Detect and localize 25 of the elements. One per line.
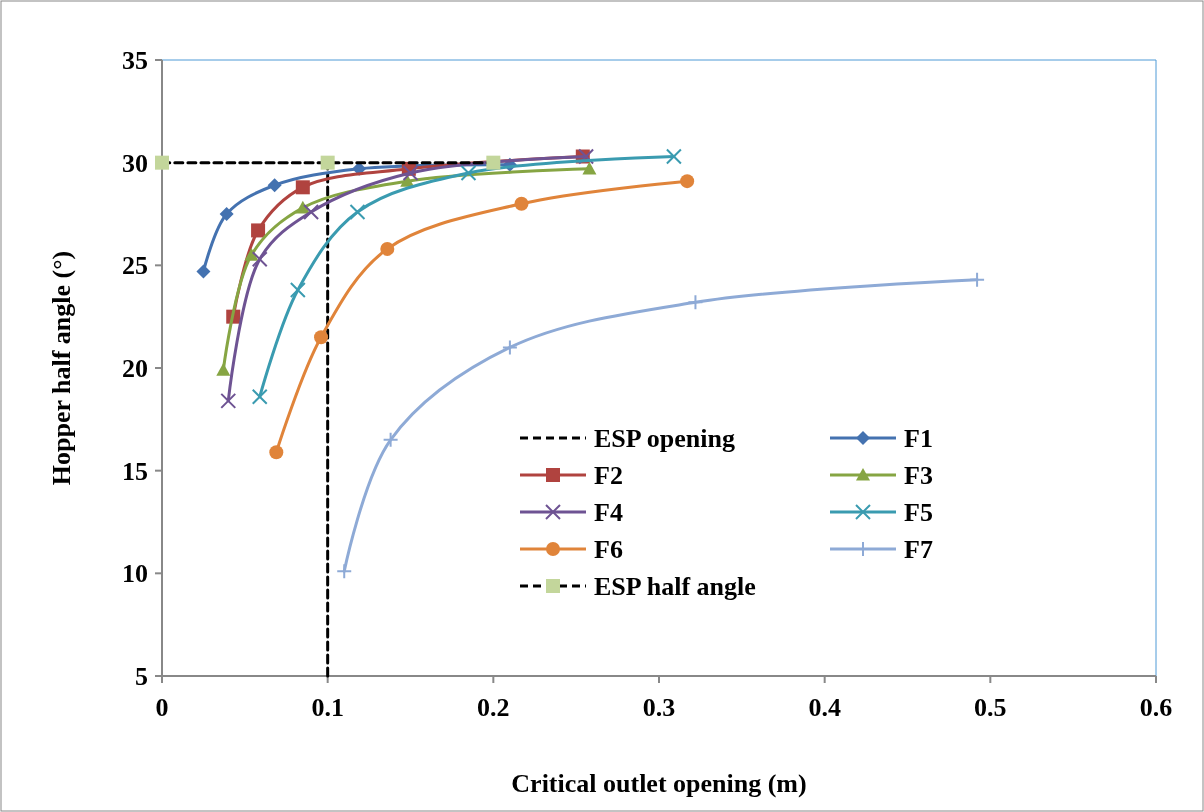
- y-tick-label: 25: [122, 251, 148, 281]
- y-tick-label: 35: [122, 46, 148, 76]
- x-tick-label: 0.4: [808, 693, 841, 722]
- legend-label: F3: [904, 461, 933, 491]
- x-tick-label: 0: [155, 693, 169, 722]
- y-axis-title: Hopper half angle (°): [47, 250, 76, 486]
- x-tick-label: 0.5: [974, 693, 1007, 722]
- legend-label: F2: [594, 461, 623, 491]
- x-tick-label: 0.2: [477, 693, 510, 722]
- legend-label: F1: [904, 424, 933, 454]
- y-tick-label: 15: [122, 456, 148, 486]
- x-tick-label: 0.1: [311, 693, 344, 722]
- legend-label: ESP opening: [594, 424, 735, 454]
- legend-label: F7: [904, 535, 933, 565]
- y-tick-label: 20: [122, 354, 148, 384]
- x-tick-label: 0.3: [642, 693, 676, 722]
- legend-label: F4: [594, 498, 623, 528]
- y-tick-label: 10: [122, 559, 148, 589]
- legend-label: F6: [594, 535, 623, 565]
- x-axis-title: Critical outlet opening (m): [511, 769, 807, 798]
- legend-label: F5: [904, 498, 933, 528]
- y-tick-label: 5: [135, 662, 148, 692]
- y-tick-label: 30: [122, 148, 148, 178]
- legend-label: ESP half angle: [594, 572, 756, 602]
- x-tick-label: 0.6: [1139, 693, 1173, 722]
